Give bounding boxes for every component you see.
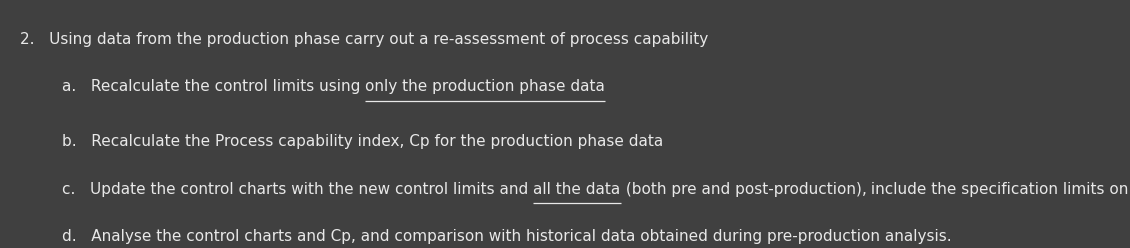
Text: only the production phase data: only the production phase data	[365, 79, 606, 94]
Text: (both pre and post-production): (both pre and post-production)	[620, 182, 861, 197]
Text: a.   Recalculate the control limits using: a. Recalculate the control limits using	[62, 79, 365, 94]
Text: d.   Analyse the control charts and Cp, and comparison with historical data obta: d. Analyse the control charts and Cp, an…	[62, 229, 951, 244]
Text: b.   Recalculate the Process capability index, Cp for the production phase data: b. Recalculate the Process capability in…	[62, 134, 663, 149]
Text: include the specification limits on the appropriate graph: include the specification limits on the …	[867, 182, 1130, 197]
Text: ,: ,	[861, 182, 867, 197]
Text: c.   Update the control charts with the new control limits and: c. Update the control charts with the ne…	[62, 182, 533, 197]
Text: all the data: all the data	[533, 182, 620, 197]
Text: 2.   Using data from the production phase carry out a re-assessment of process c: 2. Using data from the production phase …	[20, 32, 709, 47]
